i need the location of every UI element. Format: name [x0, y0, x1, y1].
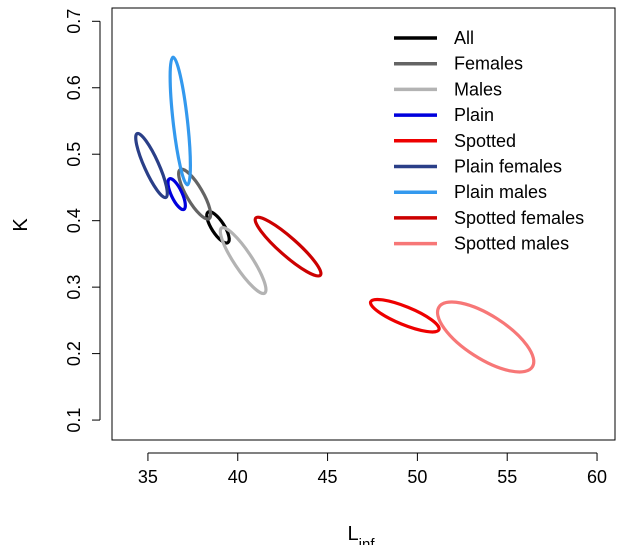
- ellipse-series: [134, 131, 169, 200]
- x-tick-label: 55: [497, 467, 517, 487]
- legend-label: Spotted: [454, 131, 516, 151]
- y-tick-label: 0.6: [64, 75, 84, 100]
- y-tick-label: 0.5: [64, 142, 84, 167]
- legend: All Females Males Plain Spotted Plain females…: [394, 28, 584, 254]
- x-tick-label: 40: [228, 467, 248, 487]
- plot-area: [111, 7, 616, 441]
- legend-label: Males: [454, 79, 502, 99]
- ellipse-series-group: [134, 55, 536, 374]
- y-tick-label: 0.1: [64, 408, 84, 433]
- ellipse-series: [205, 210, 231, 245]
- x-axis-label-subscript: inf: [359, 536, 376, 545]
- legend-label: All: [454, 28, 474, 48]
- x-tick-label: 50: [407, 467, 427, 487]
- y-axis: 0.1 0.2 0.3 0.4 0.5 0.6 0.7: [64, 9, 101, 433]
- y-axis-label: K: [10, 218, 32, 232]
- legend-label: Spotted males: [454, 234, 569, 254]
- x-axis: 35 40 45 50 55 60: [138, 452, 607, 487]
- y-tick-label: 0.2: [64, 341, 84, 366]
- ellipse-series: [368, 297, 441, 334]
- ellipse-series: [435, 300, 536, 374]
- legend-label: Spotted females: [454, 208, 584, 228]
- ellipse-series: [177, 167, 213, 221]
- x-axis-label-main: L: [348, 523, 359, 545]
- ellipse-series: [218, 226, 268, 296]
- legend-label: Plain: [454, 105, 494, 125]
- x-tick-label: 45: [318, 467, 338, 487]
- y-tick-label: 0.3: [64, 275, 84, 300]
- y-tick-label: 0.4: [64, 208, 84, 233]
- ellipse-series: [168, 55, 192, 187]
- x-axis-label: Linf: [348, 523, 376, 545]
- ellipse-series: [166, 177, 187, 212]
- legend-label: Plain females: [454, 157, 562, 177]
- plot-frame: [111, 7, 616, 441]
- x-tick-label: 35: [138, 467, 158, 487]
- x-tick-label: 60: [587, 467, 607, 487]
- y-tick-label: 0.7: [64, 9, 84, 34]
- legend-label: Plain males: [454, 182, 547, 202]
- ellipse-series: [253, 215, 323, 278]
- legend-label: Females: [454, 54, 523, 74]
